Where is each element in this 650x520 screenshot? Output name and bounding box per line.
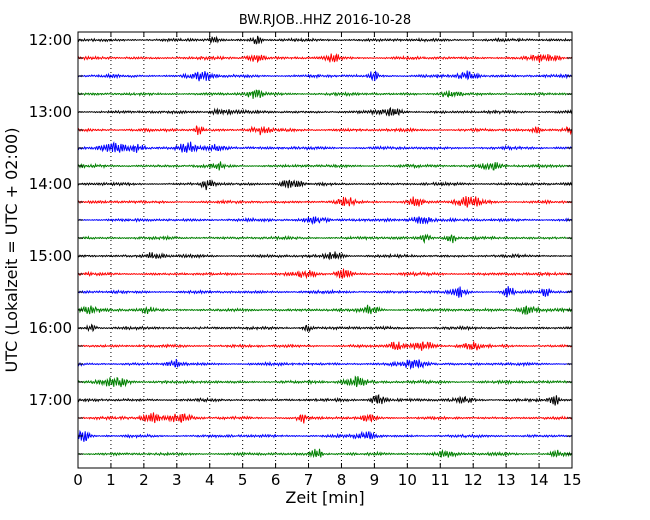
- seismic-traces: [77, 35, 573, 459]
- trace-1230: [77, 70, 573, 82]
- y-tick-label: 12:00: [29, 31, 72, 49]
- trace-1500: [77, 251, 573, 261]
- x-tick-label: 3: [172, 471, 182, 489]
- chart-title: BW.RJOB..HHZ 2016-10-28: [239, 13, 411, 28]
- y-axis-ticks: 12:00 13:00 14:00 15:00 16:00 17:00: [29, 31, 572, 455]
- trace-1630: [77, 358, 573, 370]
- trace-1745: [77, 448, 573, 459]
- trace-1215: [77, 52, 573, 64]
- x-tick-label: 1: [106, 471, 116, 489]
- trace-1315: [77, 125, 573, 136]
- y-tick-label: 14:00: [29, 175, 72, 193]
- x-tick-label: 0: [73, 471, 83, 489]
- trace-1245: [77, 89, 573, 99]
- x-tick-label: 5: [238, 471, 248, 489]
- x-tick-label: 8: [337, 471, 347, 489]
- trace-1200: [77, 35, 573, 45]
- trace-1530: [77, 286, 573, 298]
- trace-1645: [77, 375, 573, 388]
- plot-frame: [77, 31, 573, 469]
- y-tick-label: 17:00: [29, 391, 72, 409]
- x-axis-ticks: 0 1 2 3 4 5 6 7 8 9 10 11 12 13 14 15: [73, 32, 582, 489]
- trace-1615: [77, 341, 573, 351]
- grid-lines: [110, 32, 540, 468]
- x-tick-label: 15: [562, 471, 581, 489]
- x-axis-label: Zeit [min]: [285, 488, 364, 507]
- trace-1730: [77, 429, 573, 442]
- x-tick-label: 14: [530, 471, 549, 489]
- x-tick-label: 11: [431, 471, 450, 489]
- trace-1600: [77, 323, 573, 333]
- trace-1330: [77, 141, 573, 153]
- trace-1300: [77, 106, 573, 117]
- x-tick-label: 10: [398, 471, 417, 489]
- x-tick-label: 7: [304, 471, 314, 489]
- y-tick-label: 16:00: [29, 319, 72, 337]
- trace-1415: [77, 196, 573, 208]
- trace-1345: [77, 161, 573, 171]
- x-tick-label: 2: [139, 471, 149, 489]
- x-tick-label: 9: [370, 471, 380, 489]
- trace-1715: [77, 412, 573, 424]
- y-tick-label: 15:00: [29, 247, 72, 265]
- x-tick-label: 4: [205, 471, 215, 489]
- trace-1400: [77, 179, 573, 191]
- trace-1700: [77, 393, 572, 406]
- y-tick-label: 13:00: [29, 103, 72, 121]
- x-tick-label: 12: [464, 471, 483, 489]
- trace-1430: [77, 216, 573, 226]
- trace-1545: [77, 304, 573, 315]
- trace-1445: [77, 233, 573, 244]
- trace-1515: [77, 268, 573, 280]
- x-tick-label: 13: [497, 471, 516, 489]
- x-tick-label: 6: [271, 471, 281, 489]
- y-axis-label: UTC (Lokalzeit = UTC + 02:00): [2, 128, 21, 373]
